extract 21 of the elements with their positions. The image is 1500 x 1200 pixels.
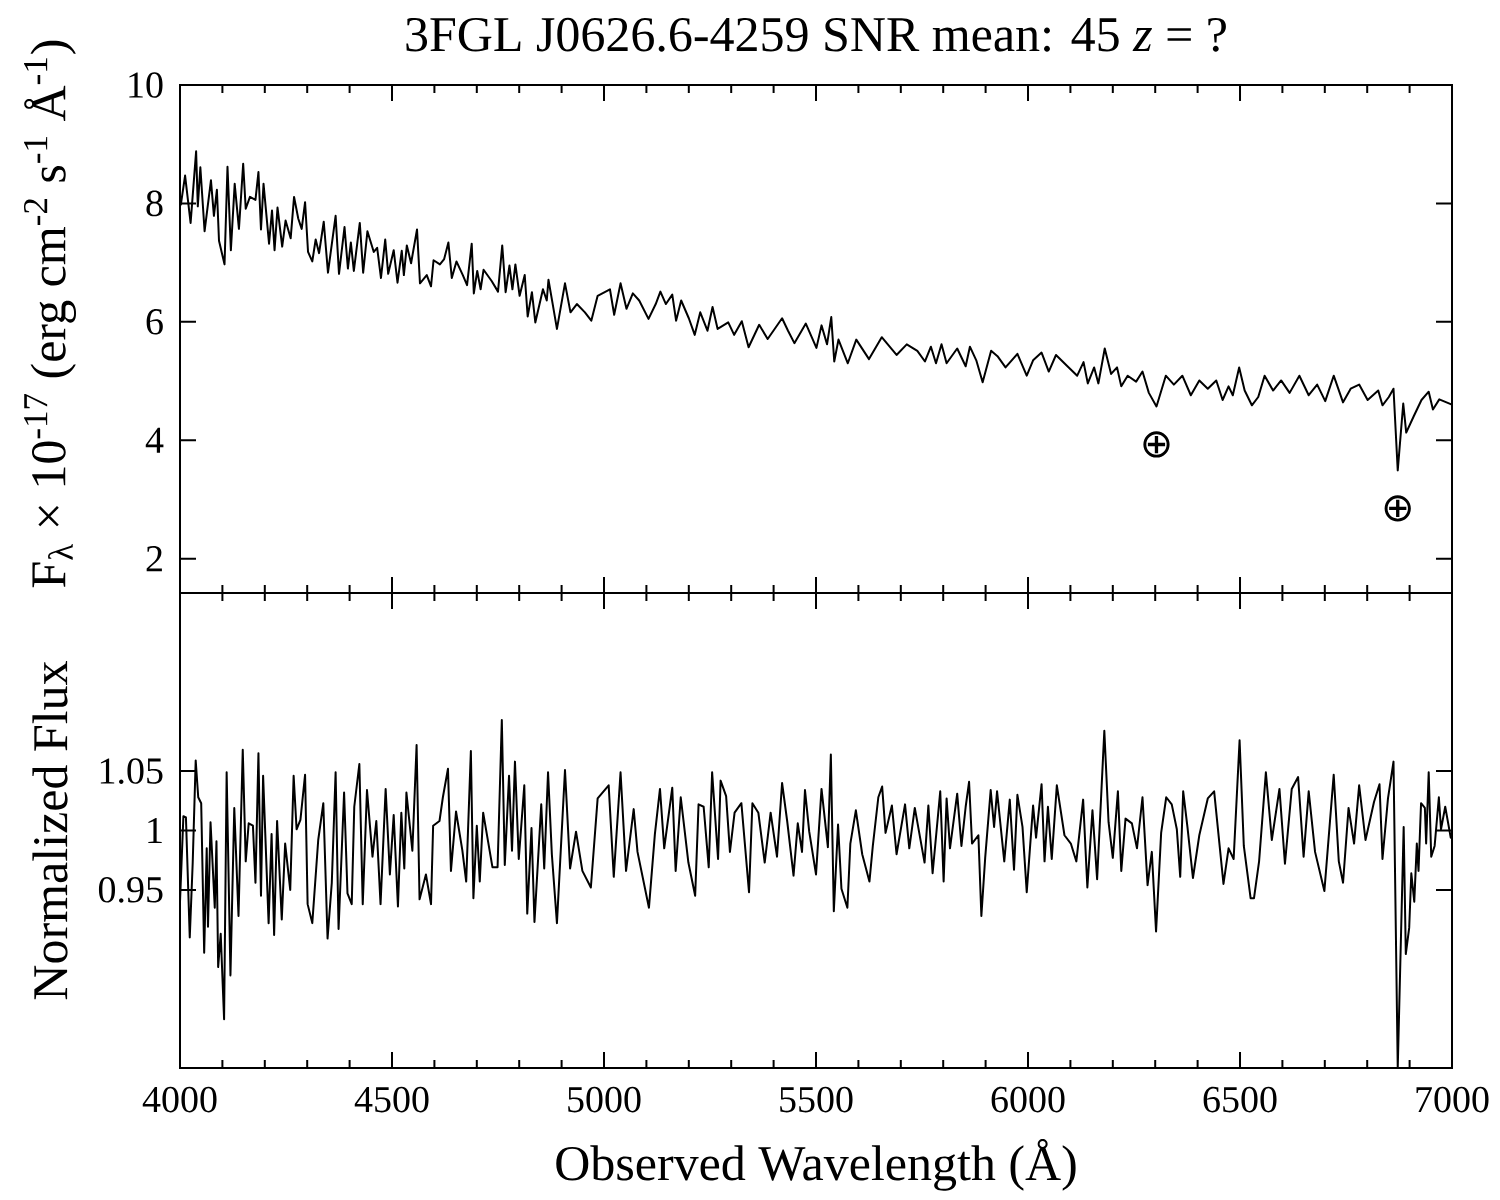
- y-tick-label: 0.95: [98, 876, 163, 903]
- x-tick-label: 6000: [991, 1086, 1065, 1113]
- text: F$_{λ}$ × 10$^{-17}$ (erg cm$^{-2}$ s$^{-1}$ Å$^{-1}$): [23, 40, 77, 588]
- chart-title: 3FGL J0626.6-4259 SNR mean: 45 z = ?: [406, 17, 1226, 52]
- y-tick-label: 8: [146, 190, 163, 217]
- x-tick-label: 5000: [568, 1086, 641, 1113]
- x-tick-label: 5500: [780, 1086, 853, 1113]
- annotation: ⊕: [1384, 495, 1411, 522]
- y-tick-label: 6: [146, 309, 163, 335]
- x-tick-label: 7000: [1416, 1086, 1489, 1113]
- x-tick-label: 4500: [354, 1086, 429, 1113]
- x-tick-label: 6500: [1203, 1086, 1277, 1113]
- y-tick-label: 1: [148, 817, 162, 844]
- y-axis-title: Normalized Flux: [32, 661, 68, 1000]
- y-tick-label: 2: [146, 546, 162, 572]
- y-tick-label: 10: [129, 72, 163, 98]
- x-tick-label: 4000: [142, 1086, 217, 1113]
- y-tick-label: 4: [145, 427, 164, 453]
- annotation: ⊕: [1143, 431, 1170, 458]
- y-tick-label: 1.05: [100, 758, 163, 785]
- x-axis-title: Observed Wavelength (Å): [556, 1139, 1076, 1191]
